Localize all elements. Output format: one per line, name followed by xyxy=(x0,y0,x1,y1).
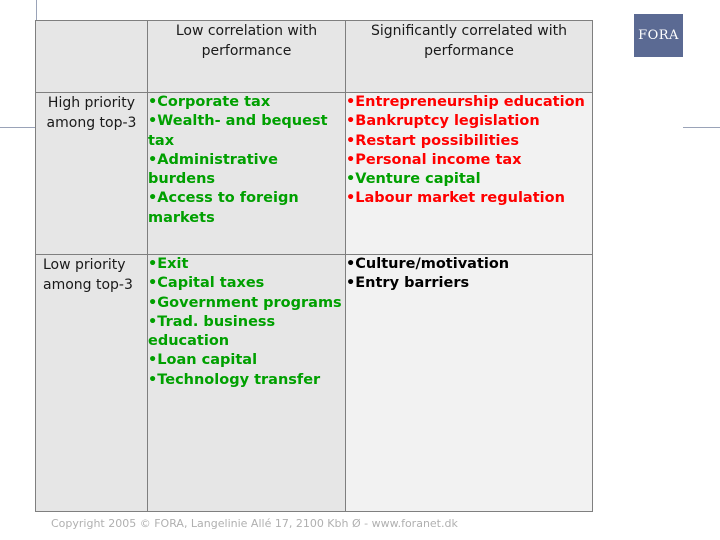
logo-text: FORA xyxy=(638,28,679,43)
factor-item: •Exit xyxy=(148,256,189,272)
cell-high-priority-low-correlation: •Corporate tax •Wealth- and bequest tax •A… xyxy=(147,92,346,255)
factor-item: •Entry barriers xyxy=(346,275,470,292)
factor-item: •Technology transfer xyxy=(148,371,321,388)
factor-item: •Trad. business education xyxy=(148,313,276,350)
factor-item: •Corporate tax xyxy=(148,94,271,110)
fora-logo: FORA xyxy=(634,14,683,57)
factor-item: •Access to foreign markets xyxy=(148,190,299,226)
factor-item: •Restart possibilities xyxy=(346,132,519,149)
factor-item: •Entrepreneurship education xyxy=(346,94,585,110)
cell-low-priority-significant-correlation: •Culture/motivation •Entry barriers xyxy=(345,254,593,512)
cell-low-priority-low-correlation: •Exit •Capital taxes •Government programs •… xyxy=(147,254,346,512)
factor-item: •Administrative burdens xyxy=(148,151,278,188)
cell-high-priority-significant-correlation: •Entrepreneurship education •Bankruptcy l… xyxy=(345,92,593,255)
item-list: •Exit •Capital taxes •Government programs •… xyxy=(148,255,345,390)
row-low-priority: Low priority among top-3 •Exit •Capital t… xyxy=(35,254,593,512)
row-header-low-priority: Low priority among top-3 xyxy=(35,254,148,512)
factor-item: •Wealth- and bequest tax xyxy=(148,113,328,149)
footer-copyright: Copyright 2005 © FORA, Langelinie Allé 1… xyxy=(51,517,458,530)
row-header-high-priority: High priority among top-3 xyxy=(35,92,148,255)
decorative-line-vertical xyxy=(36,0,37,22)
header-row: Low correlation with performance Signifi… xyxy=(35,20,593,93)
factor-item: •Loan capital xyxy=(148,352,258,369)
factor-item: •Government programs xyxy=(148,294,342,311)
factor-item: •Capital taxes xyxy=(148,275,265,292)
decorative-line-right xyxy=(683,127,720,128)
corner-cell xyxy=(35,20,148,93)
column-header-significant-correlation: Significantly correlated with performanc… xyxy=(345,20,593,93)
decorative-line-left xyxy=(0,127,38,128)
factor-item: •Culture/motivation xyxy=(346,256,510,272)
item-list: •Culture/motivation •Entry barriers xyxy=(346,255,592,294)
factor-item: •Labour market regulation xyxy=(346,190,565,207)
item-list: •Entrepreneurship education •Bankruptcy l… xyxy=(346,93,592,209)
column-header-low-correlation: Low correlation with performance xyxy=(147,20,346,93)
factor-item: •Bankruptcy legislation xyxy=(346,113,540,130)
factor-item: •Venture capital xyxy=(346,171,481,188)
factor-item: •Personal income tax xyxy=(346,151,522,168)
row-high-priority: High priority among top-3 •Corporate tax… xyxy=(35,92,593,255)
item-list: •Corporate tax •Wealth- and bequest tax •A… xyxy=(148,93,345,228)
priority-correlation-matrix: Low correlation with performance Signifi… xyxy=(35,20,593,512)
